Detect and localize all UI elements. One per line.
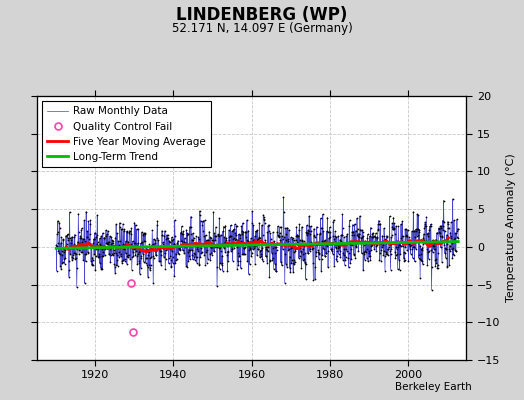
- Quality Control Fail: [130, 330, 137, 334]
- Line: Five Year Moving Average: Five Year Moving Average: [66, 238, 449, 252]
- Long-Term Trend: [372, 240, 378, 245]
- Five Year Moving Average: [125, 243, 132, 248]
- Long-Term Trend: [227, 243, 234, 248]
- Raw Monthly Data: [372, 240, 378, 244]
- Long-Term Trend: [274, 242, 280, 247]
- Text: 52.171 N, 14.097 E (Germany): 52.171 N, 14.097 E (Germany): [172, 22, 352, 35]
- Long-Term Trend: [409, 240, 415, 245]
- Line: Long-Term Trend: Long-Term Trend: [56, 242, 458, 248]
- Raw Monthly Data: [398, 222, 404, 226]
- Y-axis label: Temperature Anomaly (°C): Temperature Anomaly (°C): [506, 154, 516, 302]
- Long-Term Trend: [398, 240, 404, 245]
- Raw Monthly Data: [409, 247, 416, 252]
- Five Year Moving Average: [159, 245, 165, 250]
- Raw Monthly Data: [429, 287, 435, 292]
- Five Year Moving Average: [144, 250, 150, 254]
- Five Year Moving Average: [151, 247, 157, 252]
- Raw Monthly Data: [227, 223, 234, 228]
- Raw Monthly Data: [274, 241, 280, 246]
- Text: LINDENBERG (WP): LINDENBERG (WP): [176, 6, 348, 24]
- Line: Raw Monthly Data: Raw Monthly Data: [56, 197, 458, 290]
- Raw Monthly Data: [455, 236, 461, 240]
- Raw Monthly Data: [372, 239, 378, 244]
- Text: Berkeley Earth: Berkeley Earth: [395, 382, 472, 392]
- Raw Monthly Data: [53, 242, 59, 247]
- Long-Term Trend: [455, 239, 461, 244]
- Five Year Moving Average: [63, 245, 69, 250]
- Raw Monthly Data: [280, 195, 287, 200]
- Five Year Moving Average: [445, 236, 452, 240]
- Line: Quality Control Fail: Quality Control Fail: [128, 280, 137, 336]
- Five Year Moving Average: [216, 244, 223, 248]
- Five Year Moving Average: [441, 240, 447, 244]
- Long-Term Trend: [53, 246, 59, 251]
- Legend: Raw Monthly Data, Quality Control Fail, Five Year Moving Average, Long-Term Tren: Raw Monthly Data, Quality Control Fail, …: [42, 101, 211, 167]
- Quality Control Fail: [128, 281, 135, 286]
- Long-Term Trend: [371, 240, 377, 245]
- Five Year Moving Average: [120, 245, 126, 250]
